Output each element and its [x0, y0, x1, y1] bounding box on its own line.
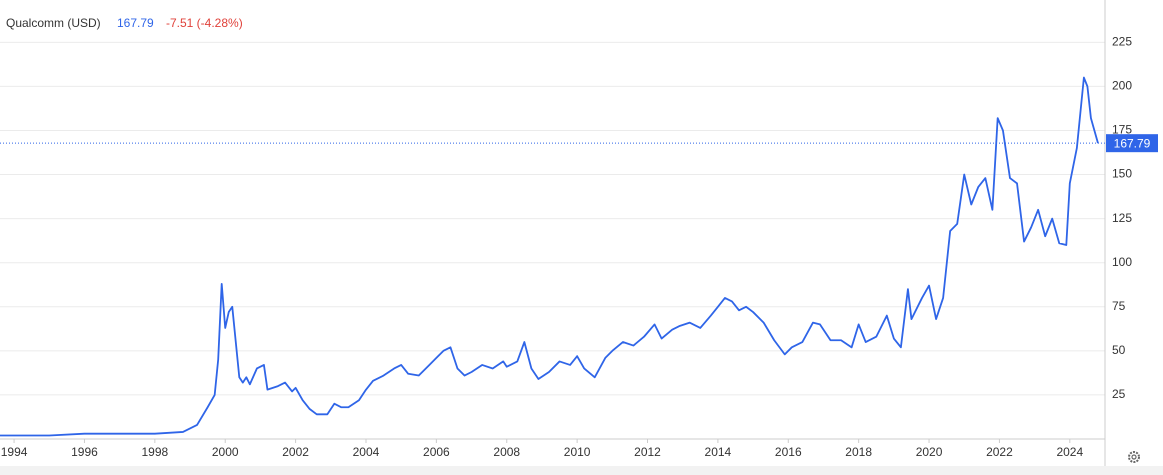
x-tick-label: 2018	[845, 445, 872, 459]
y-tick-label: 225	[1112, 34, 1132, 48]
y-tick-label: 25	[1112, 387, 1126, 401]
price-tag	[1106, 134, 1158, 153]
header-change: -7.51 (-4.28%)	[166, 16, 243, 30]
x-tick-label: 1994	[1, 445, 28, 459]
y-tick-label: 75	[1112, 299, 1126, 313]
x-tick-label: 1998	[141, 445, 168, 459]
x-tick-label: 2006	[423, 445, 450, 459]
header-price: 167.79	[117, 16, 154, 30]
chart-title: Qualcomm (USD)	[6, 16, 101, 30]
bottom-bar	[0, 466, 1163, 475]
x-tick-label: 2002	[282, 445, 309, 459]
price-line	[0, 76, 1099, 437]
x-tick-label: 1996	[71, 445, 98, 459]
x-tick-label: 2000	[212, 445, 239, 459]
x-tick-label: 2008	[493, 445, 520, 459]
x-tick-label: 2016	[775, 445, 802, 459]
x-tick-label: 2020	[916, 445, 943, 459]
settings-icon[interactable]	[1128, 451, 1140, 463]
x-tick-label: 2022	[986, 445, 1013, 459]
x-tick-label: 2014	[705, 445, 732, 459]
y-tick-label: 200	[1112, 79, 1132, 93]
x-tick-label: 2024	[1056, 445, 1083, 459]
price-tag-label: 167.79	[1114, 136, 1151, 150]
x-tick-label: 2010	[564, 445, 591, 459]
y-tick-label: 50	[1112, 343, 1126, 357]
y-tick-label: 125	[1112, 211, 1132, 225]
x-tick-label: 2012	[634, 445, 661, 459]
y-tick-label: 100	[1112, 255, 1132, 269]
y-tick-label: 175	[1112, 123, 1132, 137]
y-tick-label: 150	[1112, 167, 1132, 181]
x-tick-label: 2004	[353, 445, 380, 459]
